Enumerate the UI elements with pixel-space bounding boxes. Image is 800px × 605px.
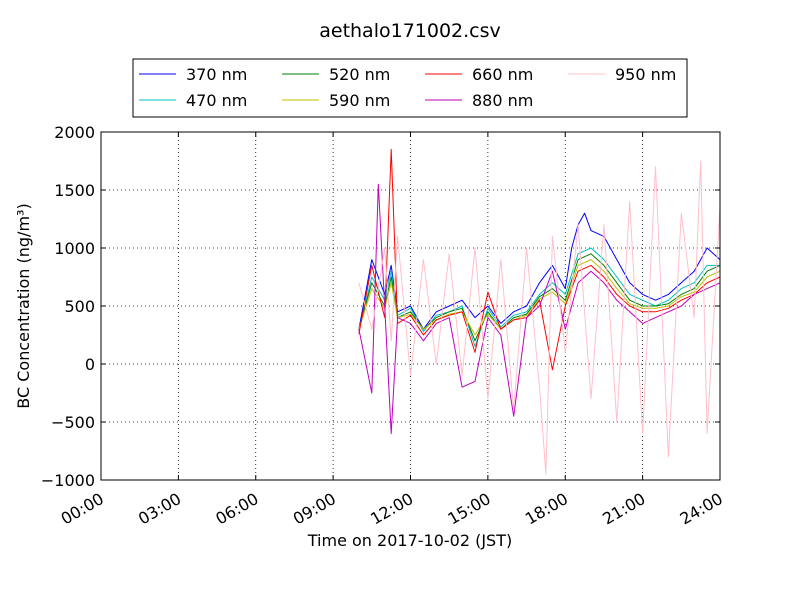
y-tick-label: 0 bbox=[85, 355, 95, 374]
legend-items: 370 nm 470 nm 520 nm 590 nm 660 nm 880 nm 950 … bbox=[139, 65, 676, 110]
x-tick-label: 24:00 bbox=[677, 489, 726, 529]
legend-label: 950 nm bbox=[615, 65, 676, 84]
y-tick-label: −500 bbox=[51, 413, 95, 432]
series-line-590-nm bbox=[358, 259, 721, 336]
x-tick-label: 18:00 bbox=[522, 489, 571, 529]
y-axis-title: BC Concentration (ng/m³) bbox=[14, 203, 33, 408]
x-tick-label: 09:00 bbox=[290, 489, 339, 529]
series-line-660-nm bbox=[358, 148, 721, 371]
y-tick-label: 500 bbox=[64, 297, 95, 316]
y-tick-label: −1000 bbox=[41, 471, 95, 490]
x-tick-label: 15:00 bbox=[444, 489, 493, 529]
x-tick-label: 12:00 bbox=[367, 489, 416, 529]
series-line-880-nm bbox=[358, 183, 721, 435]
legend: 370 nm 470 nm 520 nm 590 nm 660 nm 880 nm 950 … bbox=[132, 58, 688, 118]
legend-label: 590 nm bbox=[329, 91, 390, 110]
legend-label: 370 nm bbox=[186, 65, 247, 84]
x-tick-label: 21:00 bbox=[599, 489, 648, 529]
y-tick-label: 1000 bbox=[54, 239, 95, 258]
series-layer bbox=[358, 148, 721, 475]
x-axis-title: Time on 2017-10-02 (JST) bbox=[307, 531, 512, 550]
x-tick-label: 00:00 bbox=[58, 489, 107, 529]
legend-label: 520 nm bbox=[329, 65, 390, 84]
chart-title: aethalo171002.csv bbox=[319, 20, 501, 42]
legend-label: 660 nm bbox=[472, 65, 533, 84]
series-line-470-nm bbox=[358, 247, 720, 348]
legend-label: 470 nm bbox=[186, 91, 247, 110]
series-line-950-nm bbox=[358, 160, 721, 475]
x-tick-label: 06:00 bbox=[212, 489, 261, 529]
legend-label: 880 nm bbox=[472, 91, 533, 110]
y-tick-label: 2000 bbox=[54, 123, 95, 142]
y-tick-label: 1500 bbox=[54, 181, 95, 200]
series-line-520-nm bbox=[358, 253, 721, 342]
ticks: 00:00 03:00 06:00 09:00 12:00 15:00 18:00 21:00… bbox=[41, 123, 726, 529]
series-line-370-nm bbox=[358, 212, 721, 330]
legend-box bbox=[132, 58, 688, 118]
x-tick-label: 03:00 bbox=[135, 489, 184, 529]
